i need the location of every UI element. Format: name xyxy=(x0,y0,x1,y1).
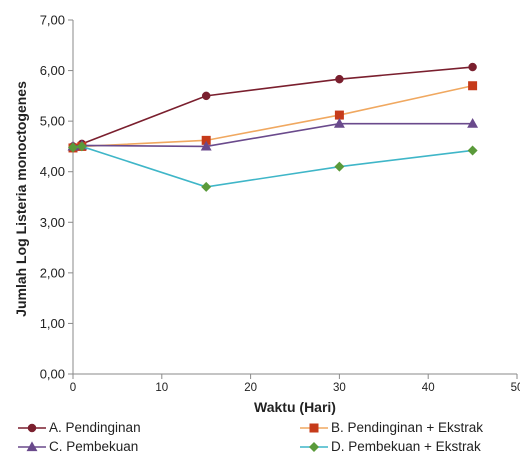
y-tick-label: 7,00 xyxy=(40,13,65,28)
y-tick-label: 1,00 xyxy=(40,316,65,331)
x-tick-label: 0 xyxy=(70,382,76,394)
x-tick-label: 30 xyxy=(333,382,346,394)
y-tick-label: 5,00 xyxy=(40,114,65,129)
legend-label: D. Pembekuan + Ekstrak xyxy=(331,439,481,454)
axes: 0,00 1,00 2,00 3,00 4,00 5,00 6,00 7,00 0 10 20 30 4… xyxy=(40,13,520,395)
data-point xyxy=(76,141,87,152)
data-point xyxy=(334,110,344,120)
data-point xyxy=(200,140,212,151)
data-point xyxy=(333,118,345,128)
x-tick-label: 40 xyxy=(422,382,435,394)
legend-item: C. Pembekuan xyxy=(18,439,138,454)
legend-swatch-marker xyxy=(26,441,38,452)
data-point xyxy=(468,62,477,72)
legend-label: A. Pendinginan xyxy=(49,420,141,435)
legend-swatch-marker xyxy=(27,423,37,433)
x-tick-label: 20 xyxy=(244,382,257,394)
legend-item: A. Pendinginan xyxy=(18,420,141,435)
data-point xyxy=(335,74,344,84)
x-tick-label: 10 xyxy=(155,382,168,394)
y-tick-label: 3,00 xyxy=(40,215,65,230)
legend-label: C. Pembekuan xyxy=(49,439,138,454)
y-tick-label: 2,00 xyxy=(40,265,65,280)
x-tick-label: 50 xyxy=(511,382,520,394)
data-point xyxy=(467,118,479,128)
y-tick-label: 4,00 xyxy=(40,164,65,179)
series-line xyxy=(72,145,473,188)
series-1 xyxy=(68,62,477,151)
legend: A. Pendinginan B. Pendinginan + Ekstrak C.… xyxy=(18,420,483,454)
data-point xyxy=(334,161,345,172)
data-point xyxy=(468,81,478,91)
series-2 xyxy=(68,81,478,153)
data-point xyxy=(467,145,478,156)
legend-swatch-marker xyxy=(309,423,319,433)
data-point xyxy=(201,91,211,101)
legend-swatch-marker xyxy=(308,441,320,453)
series-line xyxy=(72,84,473,149)
legend-label: B. Pendinginan + Ekstrak xyxy=(331,420,483,435)
series-3 xyxy=(67,118,479,151)
y-axis-title: Jumlah Log Listeria monoctogenes xyxy=(13,81,29,317)
series-group xyxy=(67,62,479,192)
series-4 xyxy=(67,141,478,192)
y-tick-label: 0,00 xyxy=(40,367,65,382)
legend-item: D. Pembekuan + Ekstrak xyxy=(300,439,481,454)
data-point xyxy=(67,142,79,153)
y-tick-label: 6,00 xyxy=(40,63,65,78)
legend-item: B. Pendinginan + Ekstrak xyxy=(300,420,483,435)
data-point xyxy=(201,181,212,192)
x-axis-title: Waktu (Hari) xyxy=(254,399,336,415)
